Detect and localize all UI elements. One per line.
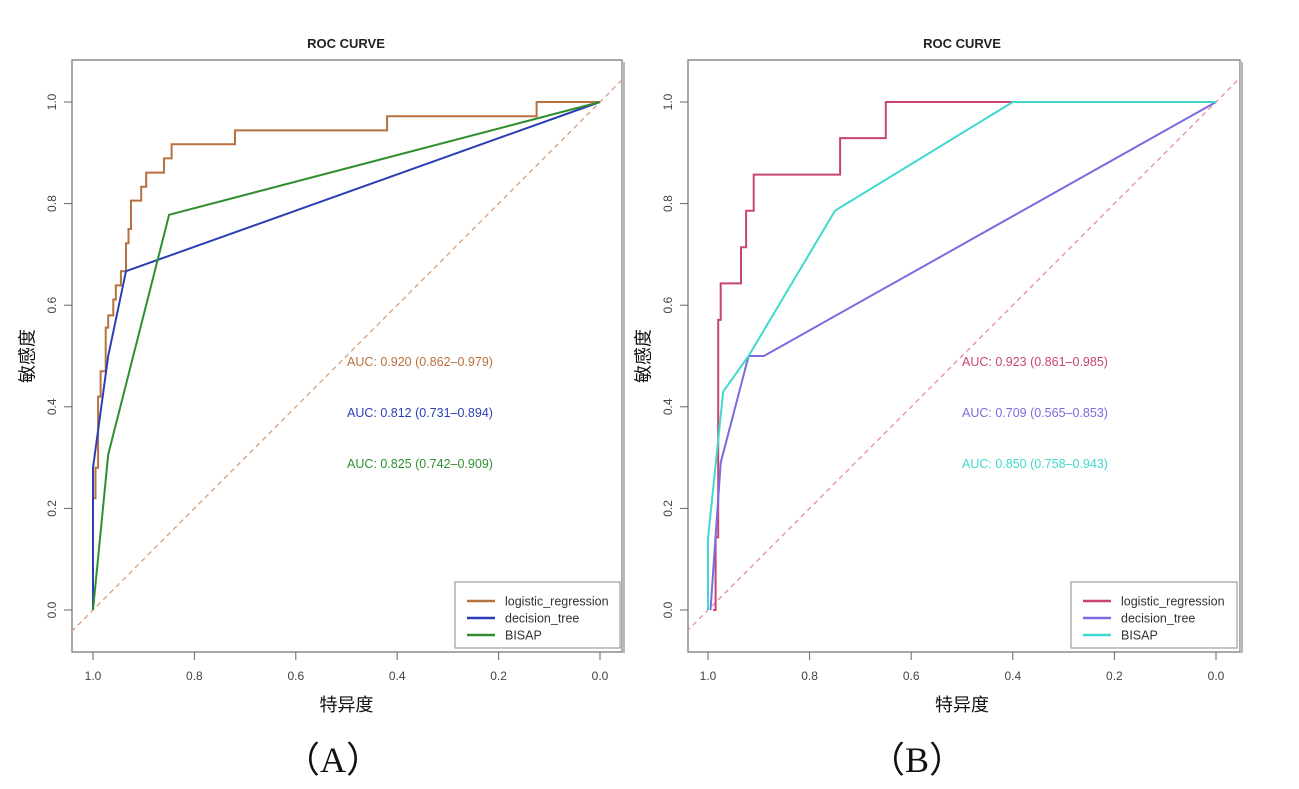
plot-area bbox=[688, 77, 1240, 631]
y-tick-label: 0.8 bbox=[45, 195, 59, 212]
x-tick-label: 0.2 bbox=[490, 669, 507, 683]
legend-entry: BISAP bbox=[1121, 628, 1158, 642]
x-tick-label: 0.6 bbox=[287, 669, 304, 683]
roc-panel-b: ROC CURVE 1.0 0.8 0.6 0.4 0.2 0.0 0.0 0.2 0.4 0.6 0… bbox=[633, 36, 1243, 780]
roc-curve-logistic-regression bbox=[713, 101, 1013, 611]
chart-title: ROC CURVE bbox=[307, 36, 385, 51]
roc-curve-bisap bbox=[707, 101, 1216, 610]
y-axis-label: 敏感度 bbox=[17, 329, 38, 383]
legend: logistic_regression decision_tree BISAP bbox=[454, 581, 621, 649]
legend-entry: BISAP bbox=[505, 628, 542, 642]
auc-label-decision-tree: AUC: 0.812 (0.731–0.894) bbox=[347, 406, 493, 420]
legend-entry: decision_tree bbox=[505, 611, 579, 625]
x-tick-label: 0.6 bbox=[903, 669, 920, 683]
x-tick-label: 0.8 bbox=[801, 669, 818, 683]
y-tick-label: 0.0 bbox=[45, 601, 59, 618]
y-tick-label: 1.0 bbox=[45, 93, 59, 110]
y-tick-label: 0.4 bbox=[661, 398, 675, 415]
x-tick-label: 0.0 bbox=[1208, 669, 1225, 683]
x-axis-label: 特异度 bbox=[320, 695, 374, 716]
legend-box bbox=[1070, 581, 1238, 649]
y-axis-label: 敏感度 bbox=[633, 329, 654, 383]
x-tick-label: 0.4 bbox=[389, 669, 406, 683]
auc-label-decision-tree: AUC: 0.709 (0.565–0.853) bbox=[962, 406, 1108, 420]
legend-box bbox=[454, 581, 621, 649]
x-tick-label: 0.0 bbox=[592, 669, 609, 683]
legend-entry: decision_tree bbox=[1121, 611, 1195, 625]
y-tick-label: 0.6 bbox=[661, 297, 675, 314]
auc-label-bisap: AUC: 0.850 (0.758–0.943) bbox=[962, 457, 1108, 471]
chart-title: ROC CURVE bbox=[923, 36, 1001, 51]
legend: logistic_regression decision_tree BISAP bbox=[1070, 581, 1238, 649]
legend-entry: logistic_regression bbox=[505, 594, 609, 608]
y-tick-label: 1.0 bbox=[661, 93, 675, 110]
auc-label-bisap: AUC: 0.825 (0.742–0.909) bbox=[347, 457, 493, 471]
auc-label-logistic-regression: AUC: 0.920 (0.862–0.979) bbox=[347, 355, 493, 369]
roc-panel-a: ROC CURVE 1.0 0.8 0.6 0.4 0.2 0.0 0.0 0.2 0.4 0.6 0… bbox=[17, 36, 625, 780]
y-tick-label: 0.6 bbox=[45, 297, 59, 314]
x-tick-label: 0.4 bbox=[1004, 669, 1021, 683]
x-axis-label: 特异度 bbox=[935, 695, 989, 716]
roc-curve-decision-tree bbox=[92, 101, 601, 610]
y-tick-label: 0.0 bbox=[661, 601, 675, 618]
roc-curve-logistic-regression bbox=[92, 101, 600, 610]
x-tick-label: 0.2 bbox=[1106, 669, 1123, 683]
x-tick-label: 1.0 bbox=[85, 669, 102, 683]
panel-label: （A） bbox=[284, 740, 382, 780]
x-tick-label: 0.8 bbox=[186, 669, 203, 683]
reference-diagonal-line bbox=[688, 77, 1240, 631]
y-tick-label: 0.2 bbox=[45, 500, 59, 517]
legend-entry: logistic_regression bbox=[1121, 594, 1225, 608]
roc-curve-bisap bbox=[92, 101, 601, 611]
y-tick-label: 0.2 bbox=[661, 500, 675, 517]
auc-label-logistic-regression: AUC: 0.923 (0.861–0.985) bbox=[962, 355, 1108, 369]
y-tick-label: 0.4 bbox=[45, 398, 59, 415]
plot-area bbox=[72, 79, 622, 632]
panel-label: （B） bbox=[869, 740, 965, 780]
reference-diagonal-line bbox=[72, 79, 622, 632]
y-tick-label: 0.8 bbox=[661, 195, 675, 212]
x-tick-label: 1.0 bbox=[700, 669, 717, 683]
